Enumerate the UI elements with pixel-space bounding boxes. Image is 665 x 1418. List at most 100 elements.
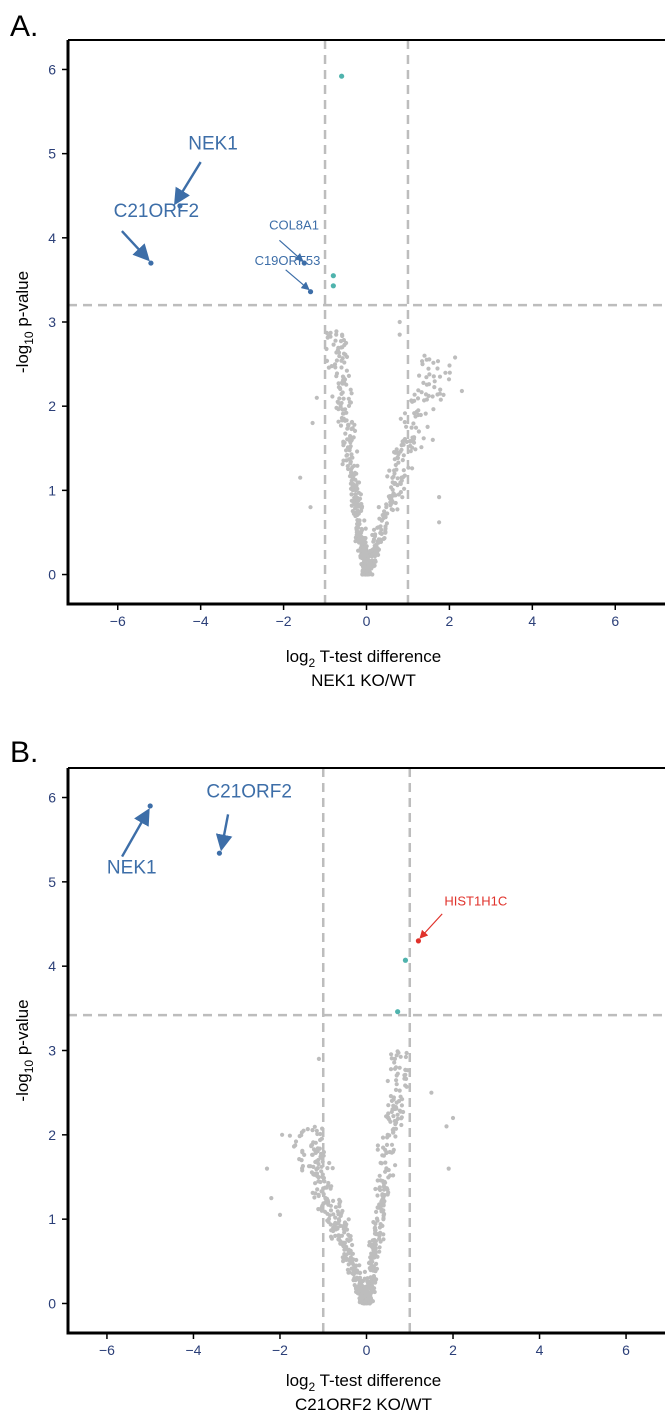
data-point — [379, 1209, 384, 1214]
point-annotation: NEK1 — [107, 857, 157, 878]
data-point — [384, 1150, 389, 1155]
data-point — [398, 490, 403, 495]
data-point — [350, 455, 355, 460]
data-point — [392, 1066, 398, 1071]
data-point — [375, 1254, 380, 1259]
data-point — [340, 333, 345, 339]
data-point — [373, 1269, 378, 1274]
data-point — [345, 452, 350, 458]
data-point — [359, 508, 364, 513]
data-point — [379, 1161, 384, 1166]
annotation-arrow — [279, 239, 304, 262]
data-point — [425, 424, 430, 429]
data-point — [397, 332, 402, 337]
data-point — [381, 1232, 386, 1237]
x-axis-subtitle: NEK1 KO/WT — [311, 671, 416, 690]
data-point — [392, 1060, 397, 1065]
data-point — [338, 1239, 343, 1244]
data-point — [382, 536, 387, 541]
data-point — [389, 1109, 394, 1114]
x-tick-label: −2 — [272, 1342, 288, 1358]
data-point — [346, 422, 351, 427]
data-point — [356, 540, 362, 545]
data-point — [344, 410, 349, 415]
data-point — [368, 1275, 373, 1280]
data-point — [316, 1207, 321, 1212]
data-point — [398, 1094, 403, 1099]
data-point — [339, 345, 344, 350]
data-point — [377, 1203, 382, 1208]
data-point — [311, 1172, 316, 1177]
data-point — [444, 1124, 449, 1129]
data-point — [395, 1112, 400, 1117]
data-point — [340, 462, 345, 467]
data-point — [331, 1212, 336, 1217]
data-point — [354, 483, 359, 488]
data-point — [371, 527, 377, 532]
data-point — [355, 495, 360, 501]
data-point — [326, 365, 331, 370]
data-point — [333, 1215, 338, 1220]
data-point — [384, 505, 389, 510]
data-point — [389, 485, 394, 490]
data-point — [358, 1270, 363, 1275]
data-point — [447, 363, 452, 368]
data-point — [395, 507, 400, 512]
data-point — [435, 359, 441, 364]
data-point — [353, 539, 358, 544]
data-point — [354, 471, 359, 476]
data-point — [344, 1227, 350, 1232]
data-point — [326, 1200, 331, 1205]
data-point — [310, 1128, 315, 1133]
data-point — [373, 1186, 378, 1192]
data-point — [417, 373, 422, 378]
data-point — [359, 528, 365, 533]
data-point — [387, 496, 392, 501]
data-point — [350, 488, 355, 493]
data-point — [394, 1082, 399, 1087]
data-point — [314, 1128, 319, 1133]
data-point — [381, 512, 386, 517]
data-point — [337, 1218, 342, 1223]
data-point — [346, 1217, 351, 1222]
data-point — [348, 444, 353, 449]
data-point — [336, 381, 341, 386]
data-point — [410, 438, 415, 443]
data-point — [373, 1251, 378, 1256]
annotation-arrow — [215, 814, 233, 852]
data-point — [399, 478, 404, 483]
data-point — [280, 1132, 285, 1137]
data-point — [398, 416, 403, 421]
data-point — [422, 353, 427, 358]
data-point — [397, 1088, 402, 1093]
data-point — [346, 403, 352, 408]
data-point — [344, 458, 349, 463]
data-point — [403, 1072, 408, 1077]
data-point — [403, 1083, 408, 1088]
significant-point — [415, 938, 422, 944]
data-point — [334, 371, 340, 376]
data-point — [350, 1271, 355, 1276]
data-point — [321, 1153, 326, 1158]
data-point — [333, 1205, 338, 1210]
data-point — [311, 1140, 316, 1145]
data-point — [403, 1054, 408, 1060]
data-point — [357, 1275, 363, 1280]
y-axis-title: -log10 p-value — [13, 271, 36, 373]
y-tick-label: 6 — [48, 790, 56, 806]
data-point — [306, 1164, 312, 1169]
data-point — [394, 1053, 399, 1058]
data-point — [341, 443, 346, 448]
data-point — [385, 1132, 390, 1137]
x-tick-label: −4 — [185, 1342, 201, 1358]
data-point — [399, 443, 404, 448]
data-point — [339, 365, 344, 370]
data-point — [376, 537, 381, 542]
data-point — [401, 468, 406, 473]
data-point — [328, 1222, 333, 1227]
x-tick-label: 6 — [611, 613, 619, 629]
data-point — [313, 1191, 318, 1196]
data-point — [390, 1127, 395, 1132]
data-point — [393, 1163, 398, 1168]
data-point — [347, 1258, 352, 1263]
